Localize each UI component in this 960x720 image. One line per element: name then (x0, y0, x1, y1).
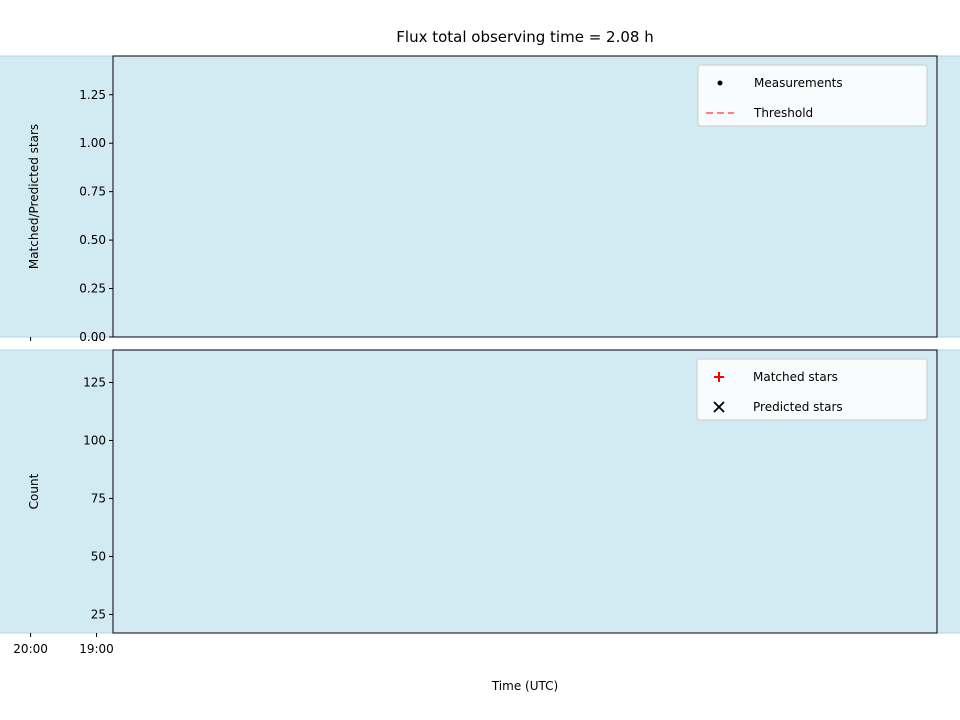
panel-top: 0.00 0.25 0.50 0.75 1.00 1.25 Matched/Predicte… (0, 55, 960, 344)
y-tick-label: 50 (91, 549, 106, 563)
plot-panels: 0.00 0.25 0.50 0.75 1.00 1.25 Matched/Predicte… (0, 55, 960, 656)
y-tick-label: 1.25 (79, 88, 106, 102)
y-tick-label: 25 (91, 607, 106, 621)
x-axis-label: Time (UTC) (491, 679, 558, 693)
legend-predicted-marker (713, 401, 725, 413)
y-tick-label: 75 (91, 491, 106, 505)
legend-measurements-marker (717, 80, 723, 86)
legend-label: Measurements (754, 76, 843, 90)
y-axis-label: Count (27, 473, 41, 509)
x-tick-label: 20:00 (13, 642, 48, 656)
panel-bottom: 25507510012519:0020:0021:0022:0023:0000:… (0, 349, 960, 656)
legend-box (697, 64, 928, 127)
y-tick-label: 0.00 (79, 330, 106, 344)
y-tick-label: 125 (83, 375, 106, 389)
legend-box (696, 358, 928, 421)
legend: Matched stars Predicted stars (696, 358, 928, 421)
legend-label: Predicted stars (753, 400, 843, 414)
plot-frame (112, 349, 938, 634)
plot-frame (112, 55, 938, 338)
y-tick-label: 0.75 (79, 185, 106, 199)
y-tick-label: 0.50 (79, 233, 106, 247)
y-tick-label: 1.00 (79, 136, 106, 150)
legend: Measurements Threshold (697, 64, 928, 127)
x-tick-label: 19:00 (79, 642, 114, 656)
legend-matched-marker (714, 372, 724, 382)
y-axis-label: Matched/Predicted stars (27, 124, 41, 269)
y-tick-label: 0.25 (79, 282, 106, 296)
chart-title: Flux total observing time = 2.08 h (396, 28, 653, 46)
y-tick-label: 100 (83, 433, 106, 447)
legend-label: Threshold (753, 106, 813, 120)
legend-label: Matched stars (753, 370, 838, 384)
